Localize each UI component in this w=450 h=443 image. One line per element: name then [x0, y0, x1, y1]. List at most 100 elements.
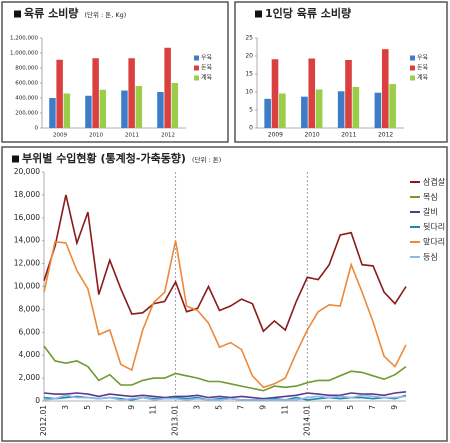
x-tick-label: 2013.01 — [171, 405, 180, 436]
y-tick-label: 2,000 — [19, 373, 41, 382]
bar — [56, 59, 63, 128]
y-tick-label: 600,000 — [15, 81, 38, 87]
chart-subtitle: (단위 : 톤) — [192, 155, 221, 164]
x-tick-label: 5 — [215, 405, 224, 410]
legend-label: 목심 — [423, 192, 438, 202]
y-tick-label: 400,000 — [15, 96, 38, 102]
x-tick-label: 3 — [193, 405, 202, 410]
legend-swatch — [410, 55, 415, 61]
x-tick-label: 9 — [127, 405, 136, 410]
chart-title: 부위별 수입현황 (통계청-가축동향) — [22, 151, 186, 165]
y-tick-label: 8,000 — [19, 304, 41, 313]
legend-swatch — [410, 65, 415, 71]
panel — [1, 146, 448, 442]
x-tick-label: 7 — [236, 405, 245, 410]
bar — [389, 84, 396, 128]
y-tick-label: 12,000 — [14, 259, 40, 268]
bar — [271, 59, 279, 128]
bar — [381, 49, 389, 128]
bar — [92, 58, 99, 128]
x-tick-label: 7 — [105, 405, 114, 410]
bar — [345, 59, 352, 128]
y-tick-label: 800,000 — [15, 66, 38, 72]
bar — [85, 95, 92, 128]
legend-label: 삼겹살 — [423, 177, 446, 187]
x-tick-label: 5 — [346, 405, 355, 410]
y-tick-label: 25 — [245, 35, 253, 42]
x-tick-label: 2014.01 — [302, 405, 311, 436]
chart-title: 1인당 육류 소비량 — [265, 6, 351, 20]
y-tick-label: 16,000 — [14, 213, 40, 222]
x-tick-label: 2010 — [89, 133, 103, 139]
x-tick-label: 11 — [280, 405, 289, 415]
bar — [308, 58, 316, 128]
line — [43, 194, 407, 333]
x-tick-label: 2011 — [341, 132, 356, 139]
x-tick-label: 2012 — [161, 133, 175, 139]
y-tick-label: 0 — [35, 126, 39, 132]
line — [43, 391, 407, 400]
y-tick-label: 0 — [249, 125, 253, 132]
x-tick-label: 9 — [390, 405, 399, 410]
bar — [164, 47, 171, 128]
legend-swatch — [194, 75, 199, 81]
x-tick-label: 3 — [61, 405, 70, 410]
panel — [1, 1, 229, 143]
bar — [171, 83, 179, 128]
y-tick-label: 6,000 — [19, 327, 41, 336]
bar — [337, 91, 345, 128]
legend-label: 돈육 — [417, 65, 429, 72]
legend-label: 계육 — [201, 74, 213, 82]
x-tick-label: 2012 — [378, 132, 393, 139]
legend-label: 등심 — [423, 252, 438, 262]
y-tick-label: 200,000 — [15, 111, 38, 117]
x-tick-label: 2011 — [125, 133, 139, 139]
x-tick-label: 3 — [324, 405, 333, 410]
legend-label: 우육 — [417, 55, 429, 62]
bar — [49, 98, 56, 128]
x-tick-label: 7 — [368, 405, 377, 410]
legend-label: 앞다리 — [423, 237, 445, 247]
bar — [374, 92, 382, 128]
legend-label: 계육 — [417, 74, 429, 82]
legend-swatch — [410, 75, 415, 81]
title-bullet — [12, 155, 19, 163]
title-bullet — [14, 10, 21, 18]
legend-label: 돈육 — [201, 65, 213, 72]
y-tick-label: 4,000 — [19, 350, 41, 359]
y-tick-label: 18,000 — [14, 190, 40, 199]
bar — [128, 58, 135, 128]
y-tick-label: 1,200,000 — [10, 36, 38, 42]
bar — [279, 93, 286, 128]
x-tick-label: 2012.01 — [39, 405, 48, 436]
y-tick-label: 0 — [35, 396, 40, 405]
legend-swatch — [194, 55, 199, 61]
legend-label: 우육 — [201, 55, 213, 62]
x-tick-label: 11 — [149, 405, 158, 415]
bar — [135, 86, 143, 128]
bar — [157, 92, 164, 128]
y-tick-label: 20 — [245, 53, 253, 60]
y-tick-label: 14,000 — [14, 236, 40, 245]
x-tick-label: 9 — [258, 405, 267, 410]
chart-title: 육류 소비량 — [24, 6, 78, 20]
line — [43, 240, 407, 389]
legend-label: 갈비 — [423, 208, 438, 217]
y-tick-label: 5 — [249, 107, 253, 114]
x-tick-label: 5 — [83, 405, 92, 410]
x-tick-label: 2009 — [268, 132, 283, 139]
bar — [301, 96, 308, 128]
bar — [121, 90, 128, 128]
y-tick-label: 15 — [245, 71, 253, 78]
title-bullet — [255, 10, 262, 18]
chart-subtitle: (단위 : 톤, Kg) — [84, 10, 126, 19]
y-tick-label: 1,000,000 — [10, 51, 38, 57]
y-tick-label: 10,000 — [14, 282, 40, 291]
x-tick-label: 2010 — [304, 132, 319, 139]
bar — [264, 98, 271, 128]
bar — [99, 89, 107, 128]
y-tick-label: 10 — [245, 89, 253, 96]
legend-label: 뒷다리 — [423, 223, 445, 232]
bar — [315, 89, 323, 128]
